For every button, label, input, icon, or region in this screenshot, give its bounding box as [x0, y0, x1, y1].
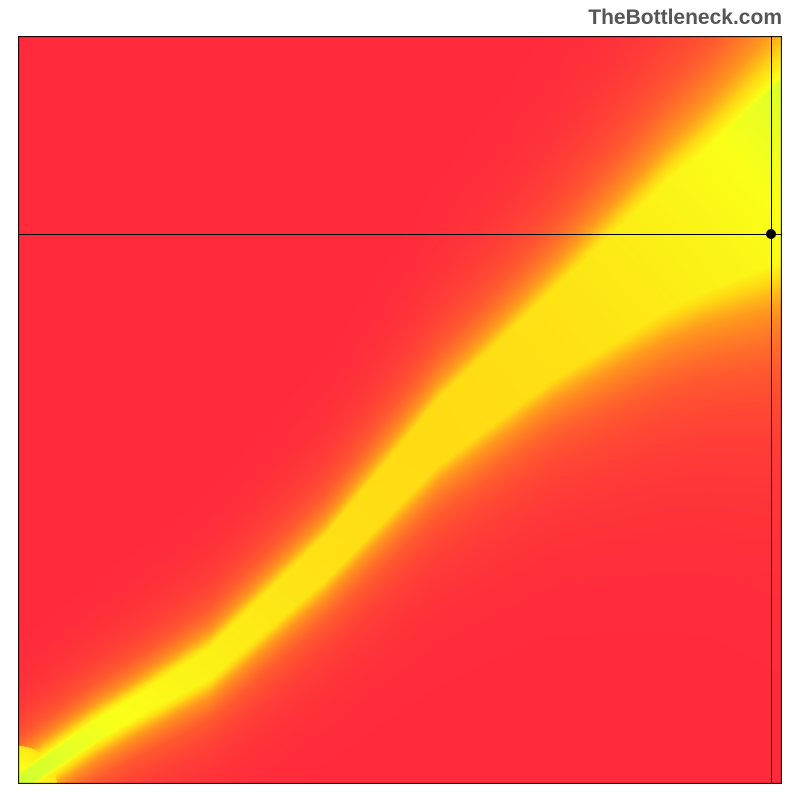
page-title: TheBottleneck.com — [588, 6, 782, 30]
heatmap-canvas — [18, 36, 782, 784]
crosshair-vertical — [771, 36, 772, 784]
crosshair-horizontal — [18, 234, 782, 235]
heatmap-chart — [18, 36, 782, 784]
crosshair-marker — [766, 229, 776, 239]
